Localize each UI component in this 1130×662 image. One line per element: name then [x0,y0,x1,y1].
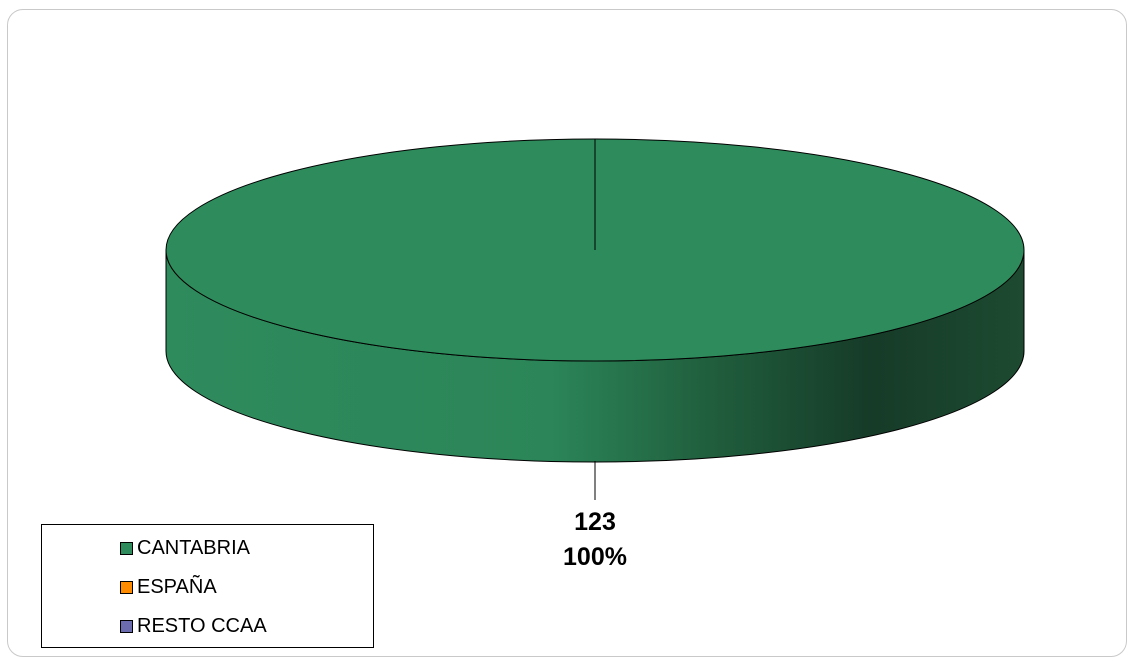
legend-label-resto-ccaa: RESTO CCAA [137,614,267,637]
legend-item-resto-ccaa: RESTO CCAA [120,614,267,638]
legend-item-espana: ESPAÑA [120,575,217,599]
legend-swatch-resto-ccaa [120,619,133,633]
legend-swatch-espana [120,580,133,594]
chart-legend: CANTABRIA ESPAÑA RESTO CCAA [41,524,374,648]
data-label-percent: 100% [563,543,627,571]
legend-item-cantabria: CANTABRIA [120,536,250,560]
pie-slices [165,138,1025,463]
legend-swatch-cantabria [120,541,133,555]
legend-label-espana: ESPAÑA [137,575,217,598]
legend-label-cantabria: CANTABRIA [137,536,250,559]
data-label-value: 123 [574,508,616,536]
